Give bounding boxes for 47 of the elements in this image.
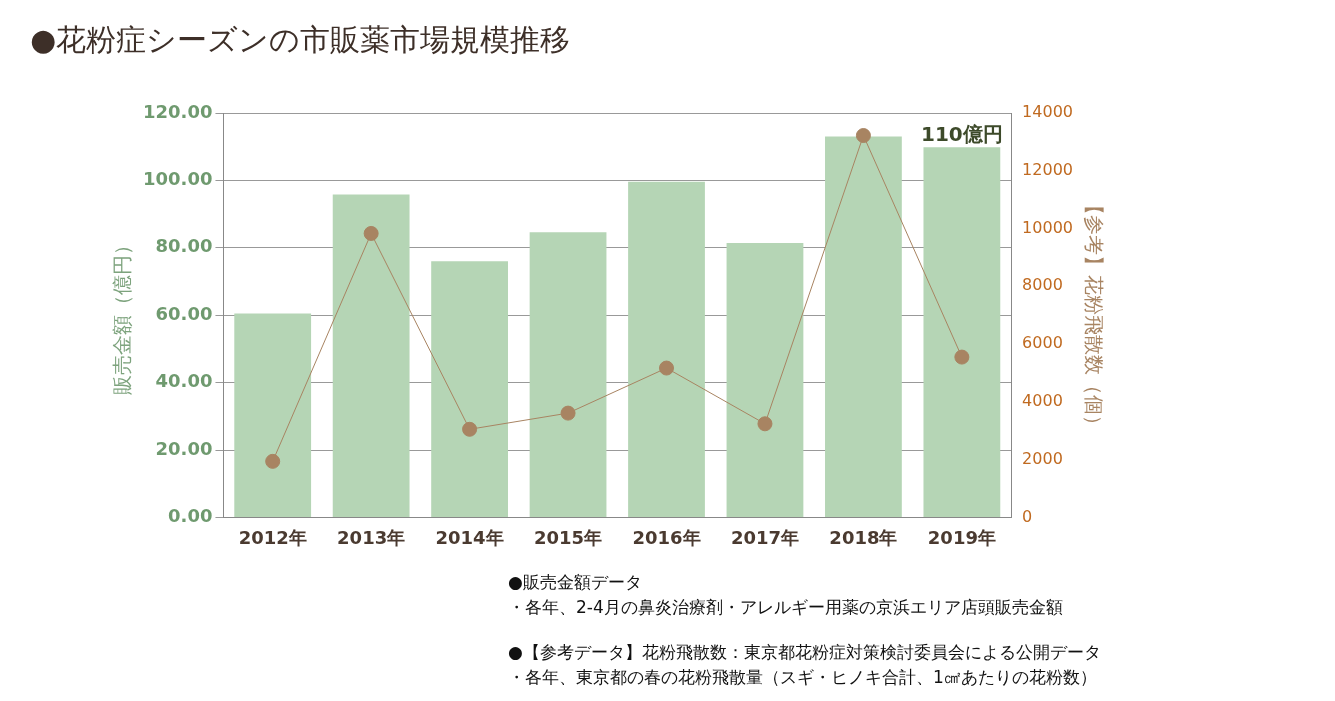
point bbox=[363, 225, 379, 241]
x-tick-label: 2016年 bbox=[632, 526, 701, 548]
x-tick-label: 2018年 bbox=[829, 526, 898, 548]
point bbox=[659, 360, 675, 376]
y-tick-label: 60.00 bbox=[155, 302, 213, 324]
bar bbox=[825, 136, 902, 517]
y2-tick-label: 6000 bbox=[1022, 333, 1063, 353]
bar bbox=[332, 194, 410, 517]
point bbox=[954, 349, 970, 365]
point bbox=[855, 128, 871, 144]
x-tick-label: 2017年 bbox=[730, 526, 800, 548]
y-tick-label: 40.00 bbox=[155, 370, 213, 392]
y2-tick-label: 14000 bbox=[1022, 102, 1074, 122]
point bbox=[757, 416, 773, 432]
y-tick-label: 20.00 bbox=[155, 437, 213, 459]
annotation: 110億円 bbox=[921, 121, 1003, 146]
x-tick-label: 2019年 bbox=[927, 526, 996, 548]
point bbox=[560, 405, 576, 421]
y-tick-label: 100.00 bbox=[142, 168, 213, 190]
bar bbox=[726, 243, 804, 517]
bar bbox=[628, 181, 705, 517]
bar bbox=[529, 232, 607, 517]
y-tick-label: 80.00 bbox=[155, 235, 213, 257]
y2-tick-label: 10000 bbox=[1022, 217, 1074, 237]
chart-title: ●花粉症シーズンの市販薬市場規模推移 bbox=[30, 21, 571, 59]
y2-axis-title: 【参考】花粉飛散数（個） bbox=[1081, 195, 1106, 436]
point bbox=[265, 453, 281, 469]
x-tick-label: 2013年 bbox=[337, 526, 406, 548]
y2-tick-label: 4000 bbox=[1022, 391, 1063, 411]
x-tick-label: 2014年 bbox=[435, 526, 504, 548]
text: ・各年、東京都の春の花粉飛散量（スギ・ヒノキ合計、1㎠あたりの花粉数） bbox=[508, 666, 1098, 689]
text: ・各年、2-4月の鼻炎治療剤・アレルギー用薬の京浜エリア店頭販売金額 bbox=[508, 596, 1064, 619]
point bbox=[462, 421, 478, 437]
bar bbox=[923, 147, 1001, 517]
text: ●【参考データ】花粉飛散数：東京都花粉症対策検討委員会による公開データ bbox=[508, 641, 1101, 664]
y-tick-label: 120.00 bbox=[142, 100, 213, 122]
bar bbox=[234, 313, 312, 517]
y-axis-title: 販売金額（億円） bbox=[110, 235, 135, 396]
x-tick-label: 2015年 bbox=[534, 526, 603, 548]
y2-tick-label: 8000 bbox=[1022, 275, 1063, 295]
x-tick-label: 2012年 bbox=[238, 526, 307, 548]
bar bbox=[431, 261, 508, 517]
text: ●販売金額データ bbox=[508, 571, 643, 594]
y2-tick-label: 0 bbox=[1022, 506, 1033, 526]
y2-tick-label: 2000 bbox=[1022, 448, 1063, 468]
y2-tick-label: 12000 bbox=[1022, 159, 1074, 179]
y-tick-label: 0.00 bbox=[168, 505, 213, 527]
